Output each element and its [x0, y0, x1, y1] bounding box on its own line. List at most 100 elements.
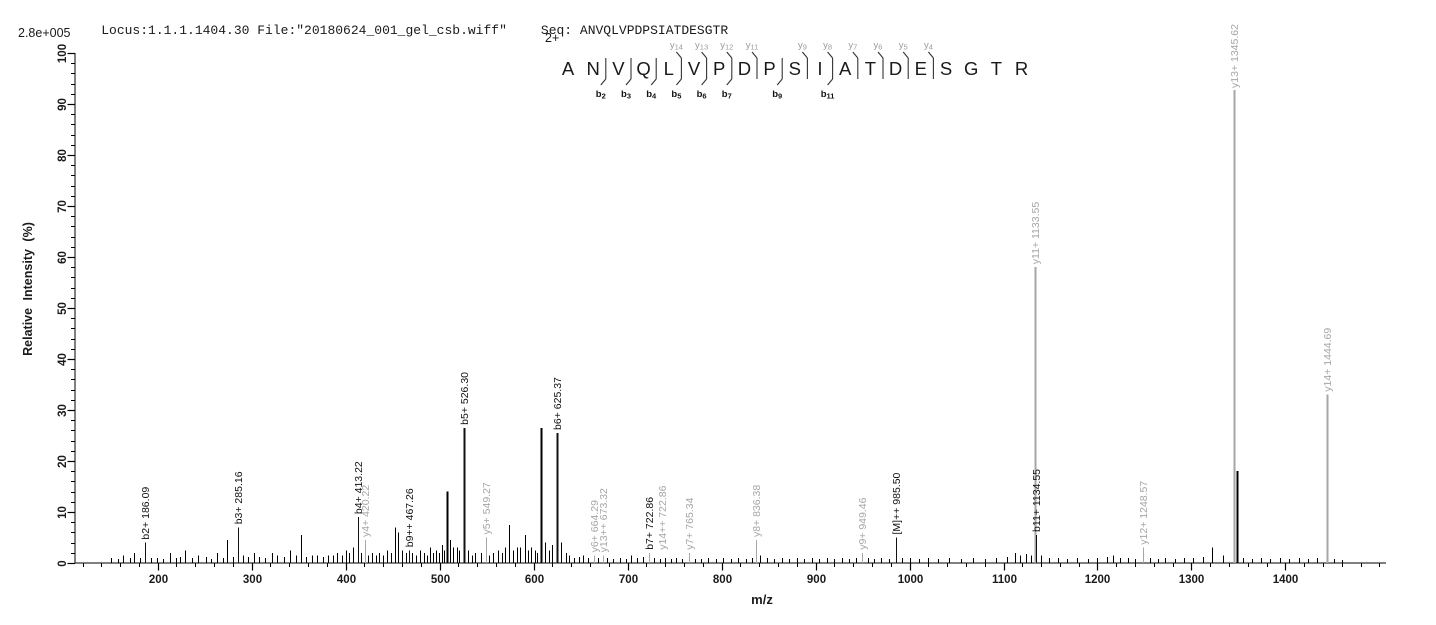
cleavage-marker: y7: [848, 40, 859, 79]
peak-label: y13+ 1345.62: [1229, 24, 1241, 88]
y-ion-label: y7: [848, 40, 857, 52]
x-tick-label: 1000: [898, 574, 924, 586]
residue-letter: P: [713, 58, 725, 79]
y-ion-label: y8: [823, 40, 832, 52]
peak-label: b4+ 413.22: [353, 461, 365, 514]
b-ion-label: b7: [722, 89, 732, 101]
peak-label: b9++ 467.26: [404, 488, 416, 547]
residue-letter: I: [817, 58, 822, 79]
intensity-scale-label: 2.8e+005: [18, 26, 71, 40]
peak-label: y8+ 836.38: [751, 485, 763, 537]
y-ion-label: y13: [695, 40, 708, 52]
peak-label: y6+ 664.29: [589, 500, 601, 552]
b-ion-label: b9: [772, 89, 782, 101]
residue-letter: A: [562, 58, 575, 79]
y-ion-label: y9: [798, 40, 807, 52]
x-tick-label: 400: [337, 574, 356, 586]
cleavage-marker: y6: [874, 40, 884, 79]
y-tick-label: 90: [57, 98, 69, 111]
cleavage-marker: y14 b5: [670, 40, 683, 101]
x-tick-label: 500: [431, 574, 450, 586]
cleavage-marker: y12 b7: [720, 40, 733, 101]
x-tick-label: 800: [713, 574, 732, 586]
cleavage-marker: b3: [621, 58, 632, 101]
cleavage-marker: y4: [924, 40, 934, 79]
x-tick-label: 1200: [1085, 574, 1111, 586]
cleavage-marker: y9: [798, 40, 808, 79]
y-tick-label: 40: [57, 353, 69, 366]
x-tick-label: 200: [149, 574, 168, 586]
residue-letter: G: [964, 58, 978, 79]
b-ion-label: b4: [646, 89, 657, 101]
residue-letter: P: [763, 58, 775, 79]
y-tick-label: 0: [57, 560, 69, 566]
axes: [74, 53, 1386, 564]
peak-label: b5+ 526.30: [459, 372, 471, 425]
peak-label: b7+ 722.86: [644, 497, 656, 550]
peak-label: y13++ 673.32: [598, 488, 610, 552]
x-tick-label: 1100: [992, 574, 1017, 586]
y-tick-label: 70: [57, 200, 69, 213]
fragment-map-svg: A N V Q L V P D P S I A T D E S G T Rb2 b3 b4y14b5y13b6y12b7…: [562, 40, 1028, 101]
x-tick-label: 1400: [1273, 574, 1299, 586]
peak-label: y4+ 420.22: [360, 485, 372, 537]
residue-letter: S: [789, 58, 801, 79]
peak-label: b3+ 285.16: [233, 471, 245, 524]
cleavage-marker: b4: [646, 58, 657, 101]
residue-letter: N: [587, 58, 600, 79]
peak-label: y5+ 549.27: [481, 482, 493, 534]
b-ion-label: b11: [821, 89, 835, 101]
peak-label: [M]++ 985.50: [891, 472, 903, 534]
y-ion-label: y5: [899, 40, 908, 52]
y-tick-label: 60: [57, 251, 69, 264]
residue-letter: L: [664, 58, 674, 79]
residue-letter: V: [688, 58, 701, 79]
residue-letter: D: [738, 58, 751, 79]
x-tick-label: 300: [243, 574, 262, 586]
y-tick-label: 20: [57, 455, 69, 468]
y-tick-label: 100: [57, 44, 69, 63]
cleavage-marker: b9: [772, 58, 783, 101]
cleavage-marker: y5: [899, 40, 909, 79]
y-ion-label: y12: [720, 40, 733, 52]
peak-label: y12+ 1248.57: [1138, 481, 1150, 545]
y-ion-label: y4: [924, 40, 933, 52]
cleavage-marker: b2: [596, 58, 607, 101]
header: Locus:1.1.1.1404.30 File:"20180624_001_g…: [70, 8, 728, 53]
residue-letter: Q: [636, 58, 650, 79]
residue-letter: E: [915, 58, 927, 79]
residue-letter: T: [991, 58, 1002, 79]
x-tick-label: 1300: [1179, 574, 1205, 586]
x-tick-label: 900: [807, 574, 826, 586]
cleavage-marker: y13 b6: [695, 40, 708, 101]
y-axis-ticks: 0 10 20 30 40 50 60 70 80 90 100: [57, 44, 75, 567]
sequence-text: Seq: ANVQLVPDPSIATDESGTR: [540, 23, 729, 38]
peak-label: y14+ 1444.69: [1322, 328, 1334, 392]
peak-label: y9+ 949.46: [857, 497, 869, 549]
peak-label: y14++ 722.86: [657, 485, 669, 549]
residue-letter: D: [889, 58, 902, 79]
y-tick-label: 10: [57, 506, 69, 519]
cleavage-marker: y8 b11: [821, 40, 835, 101]
peak-label: b2+ 186.09: [140, 487, 152, 540]
residue-letter: S: [940, 58, 952, 79]
residue-letter: R: [1015, 58, 1028, 79]
b-ion-label: b6: [697, 89, 707, 101]
noise-peaks: [111, 427, 1343, 563]
x-tick-label: 700: [619, 574, 638, 586]
y-ion-label: y6: [874, 40, 883, 52]
b-ion-label: b3: [621, 89, 631, 101]
y-tick-label: 50: [57, 302, 69, 315]
peak-label: b11+ 1134.55: [1031, 469, 1043, 532]
x-axis-ticks: 200 300 400 500 600 700 800 900 1000 1100 1200 1300…: [83, 563, 1380, 586]
precursor-charge-label: 2+: [545, 31, 560, 45]
peak-label: y7+ 765.34: [684, 497, 696, 549]
y-tick-label: 80: [57, 149, 69, 162]
y-tick-label: 30: [57, 404, 69, 417]
peak-label: y11+ 1133.55: [1030, 202, 1042, 265]
